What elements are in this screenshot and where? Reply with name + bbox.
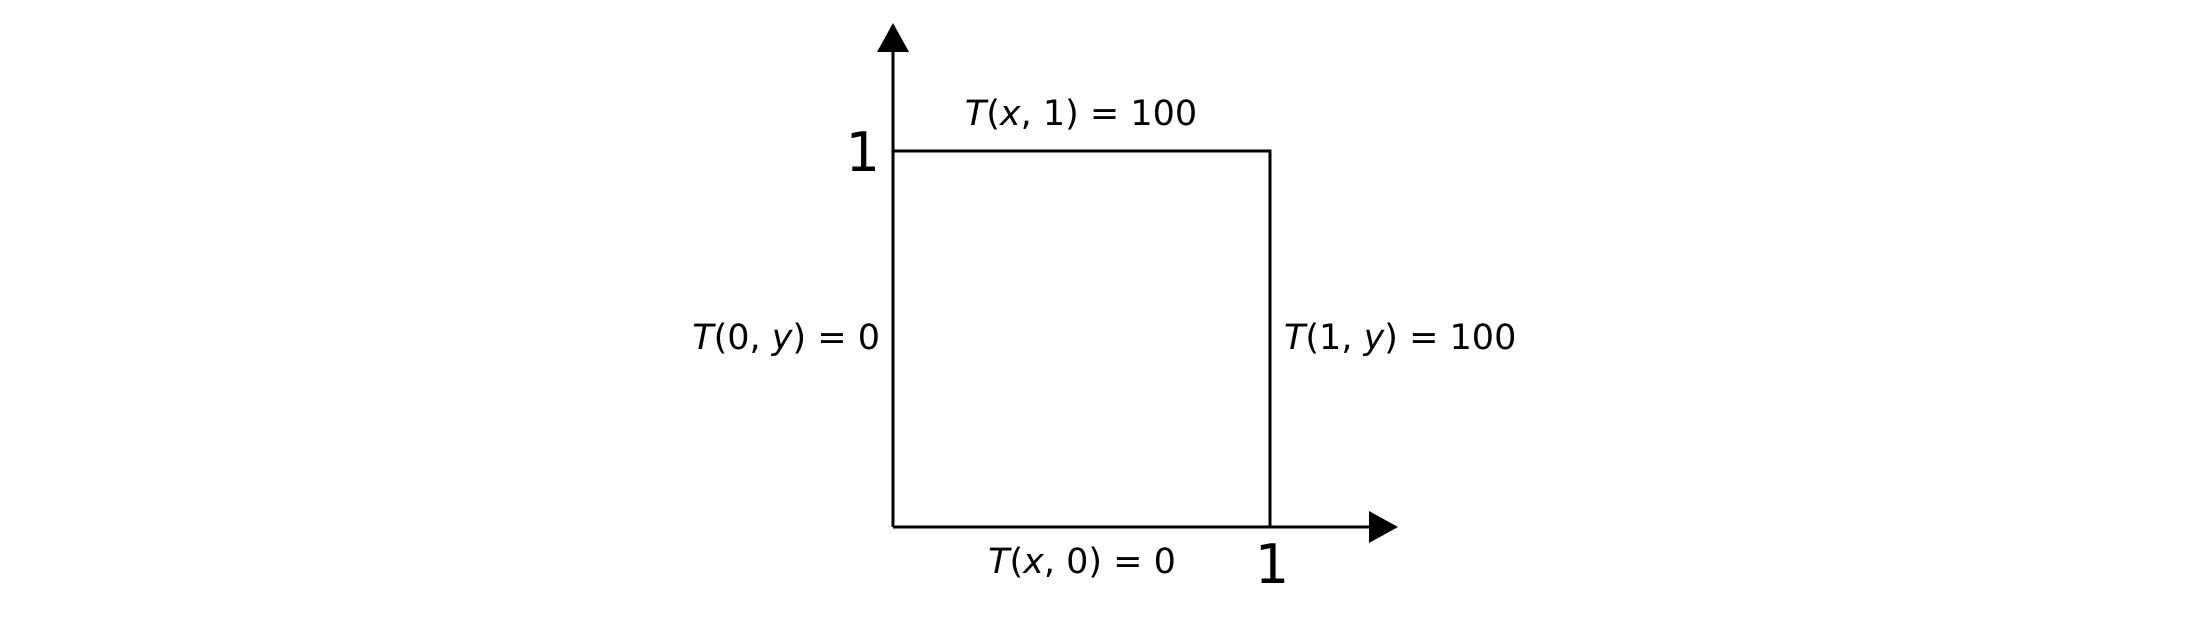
x-axis-arrowhead	[1369, 511, 1398, 543]
y-axis-arrowhead	[877, 23, 909, 52]
right-boundary-condition: T(1, y) = 100	[1284, 318, 1516, 358]
unit-square-domain	[893, 149, 1272, 527]
x-axis-tick-label: 1	[1255, 533, 1289, 596]
top-boundary-condition: T(x, 1) = 100	[965, 94, 1197, 134]
y-axis-tick-label: 1	[846, 121, 880, 184]
left-boundary-condition: T(0, y) = 0	[692, 318, 880, 358]
bottom-boundary-condition: T(x, 0) = 0	[988, 542, 1176, 582]
